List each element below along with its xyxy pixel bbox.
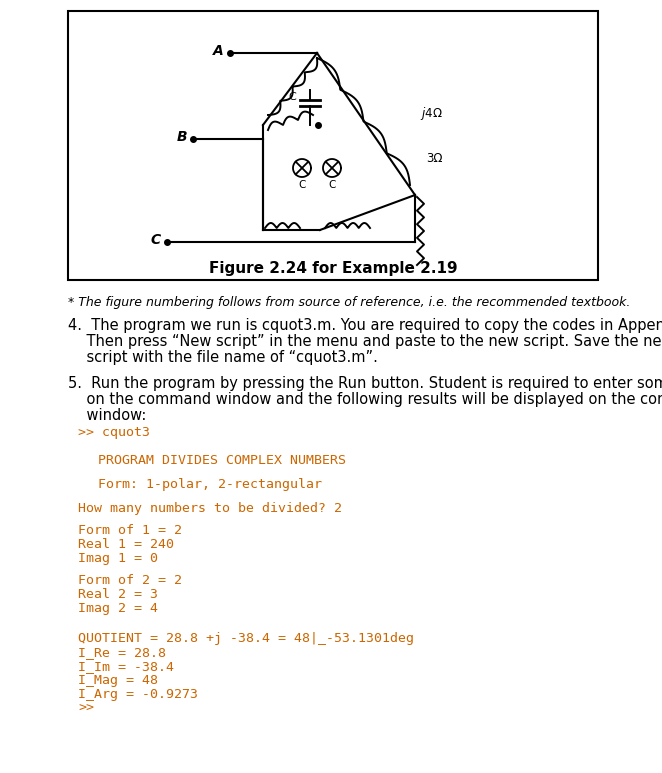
Text: * The figure numbering follows from source of reference, i.e. the recommended te: * The figure numbering follows from sour… xyxy=(68,296,630,309)
Text: 5.  Run the program by pressing the Run button. Student is required to enter som: 5. Run the program by pressing the Run b… xyxy=(68,376,662,391)
Text: Real 2 = 3: Real 2 = 3 xyxy=(78,588,158,601)
Text: Then press “New script” in the menu and paste to the new script. Save the new: Then press “New script” in the menu and … xyxy=(68,334,662,349)
Text: Imag 1 = 0: Imag 1 = 0 xyxy=(78,552,158,565)
Text: >>: >> xyxy=(78,702,94,715)
Text: Figure 2.24 for Example 2.19: Figure 2.24 for Example 2.19 xyxy=(209,261,457,275)
Text: C: C xyxy=(288,92,296,102)
Text: Form of 2 = 2: Form of 2 = 2 xyxy=(78,574,182,587)
Text: $j$4Ω: $j$4Ω xyxy=(420,104,443,121)
Text: C: C xyxy=(299,180,306,190)
Text: I_Im = -38.4: I_Im = -38.4 xyxy=(78,660,174,673)
Text: window:: window: xyxy=(68,408,146,423)
Text: script with the file name of “cquot3.m”.: script with the file name of “cquot3.m”. xyxy=(68,350,378,365)
Bar xyxy=(68,11,598,280)
Text: Imag 2 = 4: Imag 2 = 4 xyxy=(78,602,158,615)
Text: I_Arg = -0.9273: I_Arg = -0.9273 xyxy=(78,688,198,701)
Text: How many numbers to be divided? 2: How many numbers to be divided? 2 xyxy=(78,502,342,515)
Text: PROGRAM DIVIDES COMPLEX NUMBERS: PROGRAM DIVIDES COMPLEX NUMBERS xyxy=(98,454,346,467)
Text: on the command window and the following results will be displayed on the command: on the command window and the following … xyxy=(68,392,662,407)
Text: B: B xyxy=(176,130,187,144)
Text: 3Ω: 3Ω xyxy=(426,152,442,165)
Text: QUOTIENT = 28.8 +j -38.4 = 48|_-53.1301deg: QUOTIENT = 28.8 +j -38.4 = 48|_-53.1301d… xyxy=(78,632,414,645)
Text: Form of 1 = 2: Form of 1 = 2 xyxy=(78,524,182,537)
Text: Form: 1-polar, 2-rectangular: Form: 1-polar, 2-rectangular xyxy=(98,478,322,491)
Text: I_Mag = 48: I_Mag = 48 xyxy=(78,674,158,687)
Text: A: A xyxy=(213,44,224,58)
Text: 4.  The program we run is cquot3.m. You are required to copy the codes in Append: 4. The program we run is cquot3.m. You a… xyxy=(68,318,662,333)
Text: I_Re = 28.8: I_Re = 28.8 xyxy=(78,646,166,659)
Text: C: C xyxy=(328,180,336,190)
Text: C: C xyxy=(151,233,161,247)
Text: >> cquot3: >> cquot3 xyxy=(78,426,150,439)
Text: Real 1 = 240: Real 1 = 240 xyxy=(78,538,174,551)
